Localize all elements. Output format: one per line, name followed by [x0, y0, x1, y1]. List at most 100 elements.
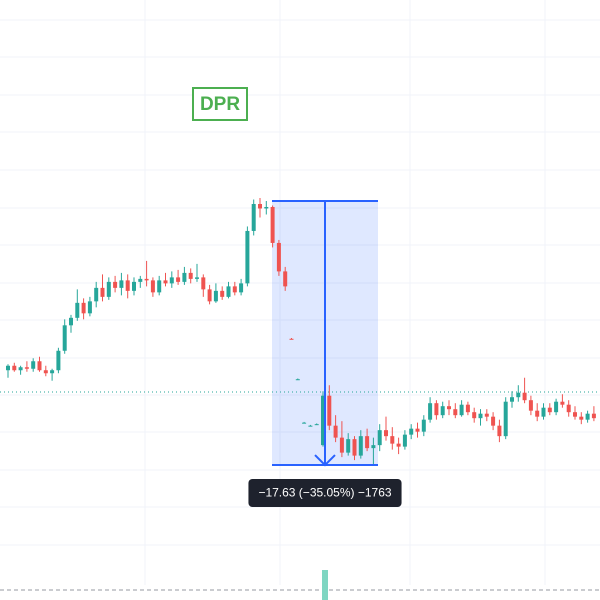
candle-body: [43, 370, 48, 374]
candle-body: [358, 436, 363, 456]
candle-body: [87, 301, 92, 314]
candle-body: [472, 412, 477, 419]
candle-body: [409, 428, 414, 435]
candle-body: [188, 272, 193, 279]
candle-body: [465, 404, 470, 413]
candle-body: [491, 416, 496, 426]
candle-body: [478, 413, 483, 419]
candle-body: [497, 425, 502, 437]
candle-body: [453, 409, 458, 416]
tooltip-box: [248, 479, 402, 507]
candle-body: [365, 436, 370, 449]
candle-body: [415, 428, 420, 432]
candle-body: [535, 410, 540, 417]
candle-body: [119, 280, 124, 288]
candle-body: [459, 404, 464, 416]
candle-body: [283, 271, 288, 287]
candle-body: [18, 367, 23, 371]
candle-body: [220, 290, 225, 297]
candle-body: [232, 286, 237, 293]
candle-body: [308, 425, 313, 427]
candle-body: [402, 434, 407, 447]
measure-tooltip: −17.63 (−35.05%) −1763: [248, 479, 402, 507]
candle-body: [50, 370, 55, 374]
candle-body: [251, 203, 256, 231]
candle-body: [258, 203, 262, 209]
candle-body: [579, 416, 584, 420]
candle-body: [6, 365, 10, 371]
candle-body: [516, 392, 521, 398]
candle-body: [106, 281, 111, 297]
candle-body: [207, 289, 212, 302]
candle-body: [541, 407, 546, 417]
candle-body: [169, 277, 174, 284]
candle-body: [270, 206, 275, 243]
candle-body: [239, 283, 244, 293]
candle-body: [346, 439, 351, 453]
candle-body: [182, 272, 187, 282]
candle-body: [56, 350, 61, 371]
candle-body: [37, 361, 42, 371]
candle-body: [339, 437, 344, 453]
candle-body: [176, 277, 181, 282]
candle-body: [157, 280, 162, 293]
candle-body: [12, 365, 17, 371]
candle-body: [510, 397, 514, 402]
candle-body: [327, 395, 332, 426]
candle-body: [276, 242, 281, 272]
candle-body: [560, 401, 565, 405]
candle-body: [503, 401, 508, 437]
candle-body: [295, 379, 300, 381]
candle-body: [24, 367, 29, 369]
candle-body: [132, 281, 136, 291]
candle-body: [447, 406, 451, 410]
candle-body: [528, 400, 533, 411]
crosshair-marker: [322, 570, 328, 600]
candle-body: [245, 230, 250, 284]
annotation: DPR: [192, 87, 248, 121]
candle-body: [522, 392, 527, 401]
candle-body: [213, 290, 218, 302]
measure-arrow-head: [314, 454, 336, 467]
candle-body: [421, 419, 426, 432]
candle-body: [94, 287, 99, 302]
candle-body: [484, 413, 489, 417]
candle-body: [75, 302, 80, 318]
candle-body: [591, 413, 596, 419]
candle-body: [81, 302, 86, 314]
annotation-label: DPR: [200, 94, 240, 115]
candle-body: [163, 280, 168, 284]
candle-body: [333, 425, 338, 438]
tooltip-label: −17.63 (−35.05%) −1763: [258, 486, 391, 500]
candle-body: [434, 403, 439, 416]
candle-body: [302, 422, 307, 424]
candle-body: [396, 443, 401, 447]
candle-body: [321, 395, 325, 446]
candle-body: [428, 403, 433, 420]
candle-body: [585, 413, 590, 420]
candle-body: [377, 430, 382, 446]
candle-body: [390, 436, 395, 444]
candle-body: [573, 412, 577, 417]
candle-body: [150, 280, 155, 293]
candle-body: [195, 277, 199, 279]
candle-body: [100, 287, 105, 297]
candle-body: [384, 430, 388, 437]
candle-body: [62, 325, 67, 351]
candle-body: [547, 407, 552, 413]
candle-body: [31, 361, 36, 369]
candle-body: [352, 439, 357, 456]
candle-body: [554, 401, 559, 413]
candle-body: [138, 278, 143, 282]
candle-body: [371, 445, 376, 449]
annotation-box: [192, 87, 248, 121]
candle-body: [144, 278, 149, 281]
candle-body: [314, 424, 319, 426]
candle-body: [125, 280, 130, 291]
candle-body: [113, 281, 118, 288]
candle-body: [69, 317, 73, 326]
candle-body: [289, 338, 294, 340]
candle-body: [226, 286, 231, 297]
candle-body: [440, 406, 445, 416]
